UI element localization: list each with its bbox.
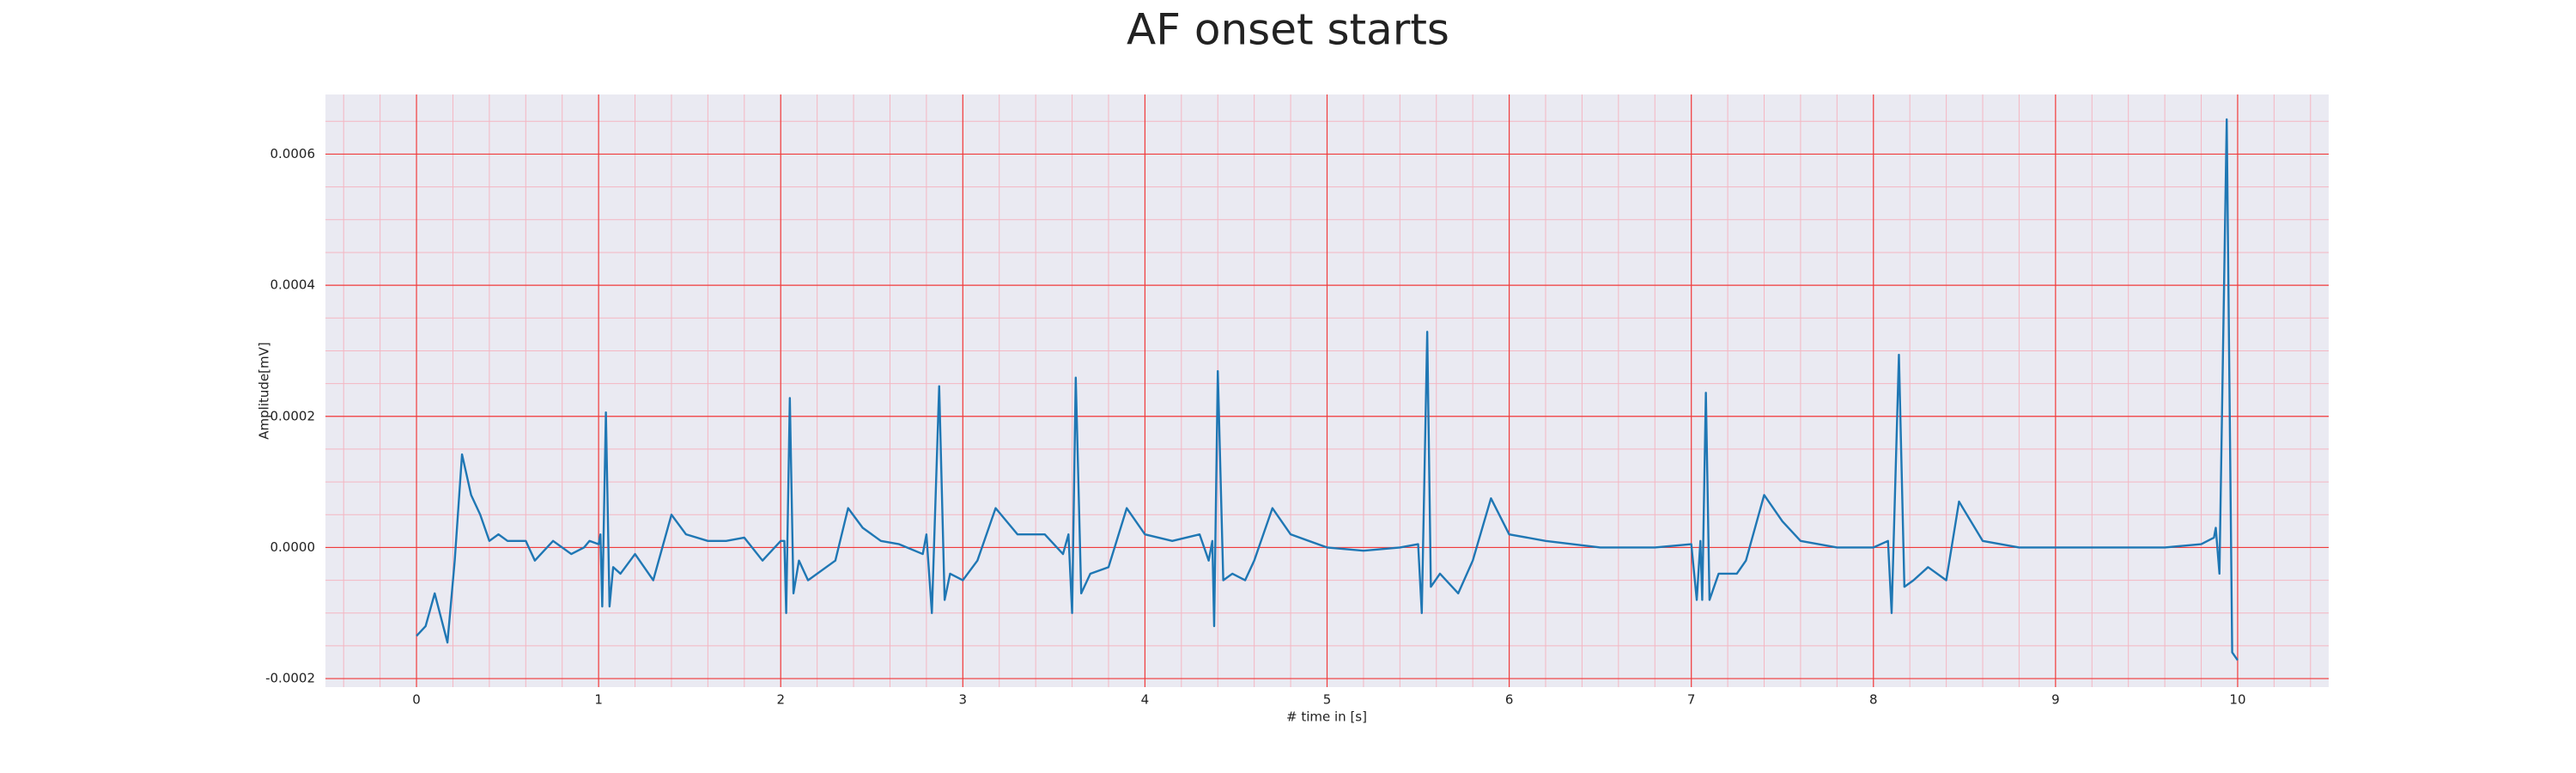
x-tick-label: 2 xyxy=(776,692,785,708)
y-tick-label: -0.0002 xyxy=(265,671,315,686)
x-tick-label: 6 xyxy=(1505,692,1514,708)
x-tick-label: 7 xyxy=(1687,692,1696,708)
grid xyxy=(325,94,2329,687)
x-tick-label: 5 xyxy=(1323,692,1332,708)
ecg-line xyxy=(416,118,2239,661)
x-tick-label: 9 xyxy=(2051,692,2060,708)
x-tick-label: 10 xyxy=(2229,692,2245,708)
x-tick-label: 8 xyxy=(1869,692,1878,708)
chart-title: AF onset starts xyxy=(1127,5,1449,55)
x-tick-label: 0 xyxy=(412,692,421,708)
y-tick-label: 0.0004 xyxy=(270,277,316,293)
x-axis-label: # time in [s] xyxy=(1286,709,1367,725)
y-tick-label: 0.0006 xyxy=(270,146,316,161)
x-tick-label: 1 xyxy=(594,692,603,708)
marks xyxy=(416,118,2239,661)
y-tick-label: 0.0000 xyxy=(270,539,316,555)
y-tick-label: 0.0002 xyxy=(270,408,316,423)
y-axis-label: Amplitude[mV] xyxy=(257,342,272,439)
x-tick-label: 4 xyxy=(1141,692,1150,708)
x-tick-label: 3 xyxy=(959,692,968,708)
